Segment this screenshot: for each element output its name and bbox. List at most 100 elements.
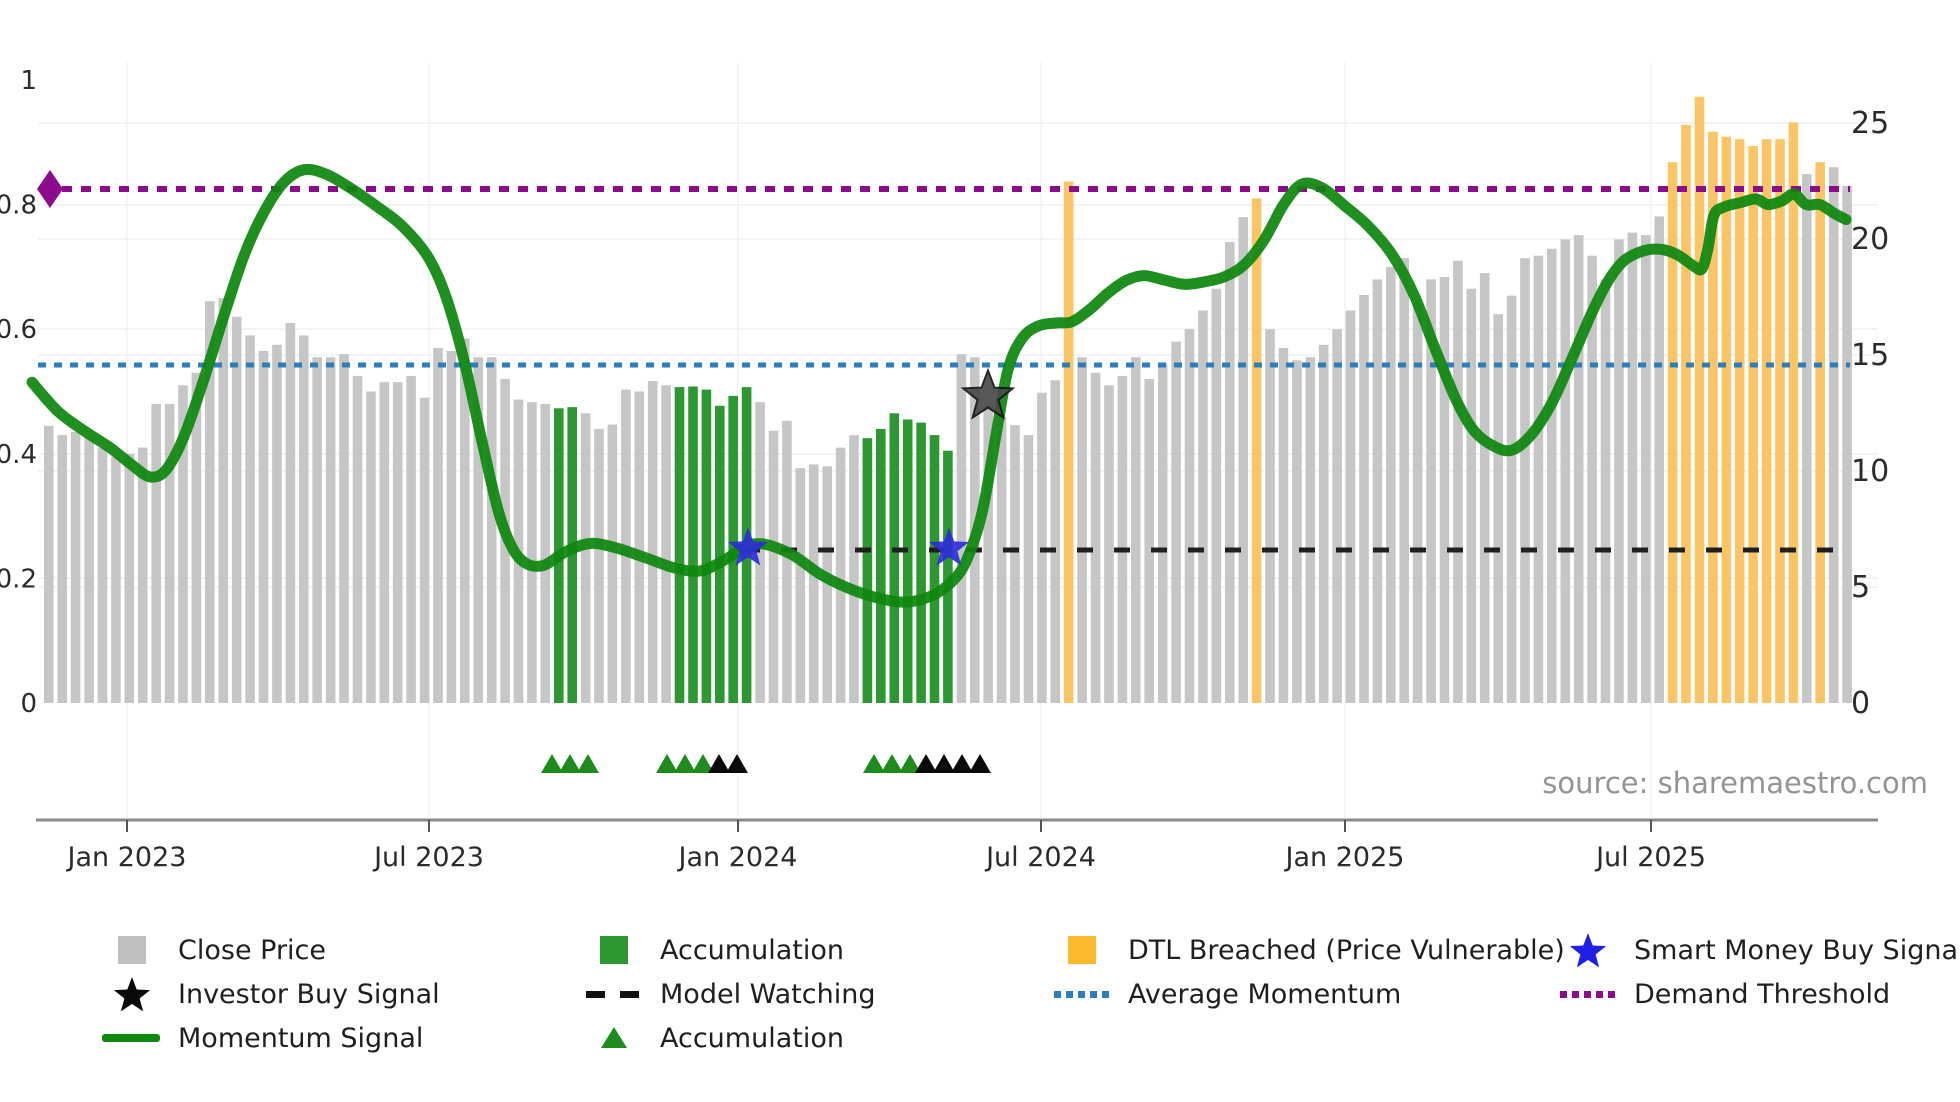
blue-star-icon [1569,933,1607,968]
legend-column-3: DTL Breached (Price Vulnerable) Average M… [1050,928,1565,1016]
close-price-bar [1641,235,1651,703]
accumulation-bar [688,386,698,703]
dtl-breached-bar [1721,136,1732,703]
accumulation-triangle [656,754,678,773]
accumulation-bar [567,407,577,703]
legend-label: Investor Buy Signal [178,978,440,1010]
gray-square-icon [118,936,146,964]
gray-square-swatch [100,929,164,971]
accumulation-triangle [674,754,696,773]
demand-threshold-diamond [37,170,63,209]
close-price-bar [1654,216,1664,703]
close-price-bar [1453,260,1463,703]
close-price-bar [191,372,202,703]
close-price-bar [460,338,470,703]
close-price-bar [1171,341,1181,703]
left-axis-tick-label: 0.6 [0,315,37,345]
investor-buy-signal-star [960,367,1016,420]
left-axis-tick-label: 1 [20,66,37,96]
close-price-bar [392,382,403,703]
close-price-bar [1211,288,1222,703]
close-price-bar [1131,357,1141,703]
close-price-bar [634,391,645,703]
legend-item-gray-square: Close Price [100,928,440,972]
accumulation-triangle [881,754,903,773]
close-price-bar [1117,375,1128,703]
close-price-bar [1023,435,1034,703]
momentum-signal-line [26,163,1852,608]
close-price-bar [1372,279,1383,703]
black-dashed-line-swatch [582,973,646,1015]
close-price-bar [137,447,148,703]
close-price-bar [1144,379,1154,703]
legend-column-1: Close Price Investor Buy Signal Momentum S… [100,928,440,1060]
close-price-bar [1627,232,1638,703]
x-axis-tick-label: Jan 2025 [1284,842,1405,873]
close-price-bar [325,357,336,703]
x-axis-tick-label: Jan 2023 [66,842,187,873]
dtl-breached-bar [1748,146,1758,703]
close-price-bar [486,357,497,703]
source-attribution: source: sharemaestro.com [1542,766,1928,800]
close-price-bar [285,323,296,703]
close-price-bar [1050,380,1061,703]
dtl-breached-bar [1734,139,1745,703]
legend-item-blue-star: Smart Money Buy Signal [1556,928,1960,972]
legend-label: Accumulation [660,934,844,966]
close-price-bar [379,382,390,703]
close-price-bar [218,298,229,703]
green-line-swatch [100,1017,164,1059]
investor-accumulation-triangle [726,754,748,773]
close-price-bar [540,404,551,703]
dtl-breached-bar [1681,124,1691,703]
close-price-bar [996,416,1007,703]
close-price-bar [1345,310,1356,703]
close-price-bar [1332,329,1342,703]
legend-label: Model Watching [660,978,876,1010]
close-price-bar [1560,239,1571,703]
close-price-bar [1265,329,1275,703]
close-price-bar [782,420,792,703]
close-price-bar [1547,248,1557,704]
accumulation-bar [674,387,685,703]
legend-item-blue-dotted-line: Average Momentum [1050,972,1565,1016]
close-price-bar [433,347,443,703]
close-price-bar [1225,242,1235,703]
close-price-bar [1359,294,1369,703]
chart-legend: Close Price Investor Buy Signal Momentum S… [0,928,1960,1078]
right-axis-tick-label: 0 [1851,686,1870,721]
close-price-bar [1010,425,1020,703]
left-axis-tick-label: 0.2 [0,564,37,594]
close-price-bar [258,351,269,703]
close-price-bar [1426,279,1436,703]
close-price-bar [768,430,779,703]
green-triangle-swatch [582,1017,646,1059]
close-price-bar [164,404,175,703]
investor-accumulation-triangle [933,754,955,773]
close-price-bar [446,351,457,703]
close-price-bar [580,413,591,703]
close-price-bar [1198,310,1208,703]
close-price-bar [956,354,967,703]
close-price-bar [231,316,242,703]
dtl-breached-bar [1251,198,1262,703]
close-price-bar [1439,276,1450,703]
purple-dotted-line-swatch [1556,973,1620,1015]
accumulation-triangle [863,754,885,773]
close-price-bar [1090,372,1101,703]
close-price-bar [647,380,658,703]
close-price-bar [406,375,416,703]
left-axis-tick-label: 0.4 [0,440,37,470]
close-price-bar [151,404,161,703]
close-price-bar [339,354,349,703]
dtl-breached-bar [1708,131,1718,703]
close-price-bar [312,357,322,703]
close-price-bar [352,375,363,703]
right-axis-tick-label: 20 [1851,222,1889,257]
blue-dotted-line-icon [1054,991,1109,998]
left-axis-tick-label: 0 [20,689,37,719]
legend-item-green-triangle: Accumulation [582,1016,875,1060]
black-star-swatch [100,973,164,1015]
legend-label: Close Price [178,934,326,966]
